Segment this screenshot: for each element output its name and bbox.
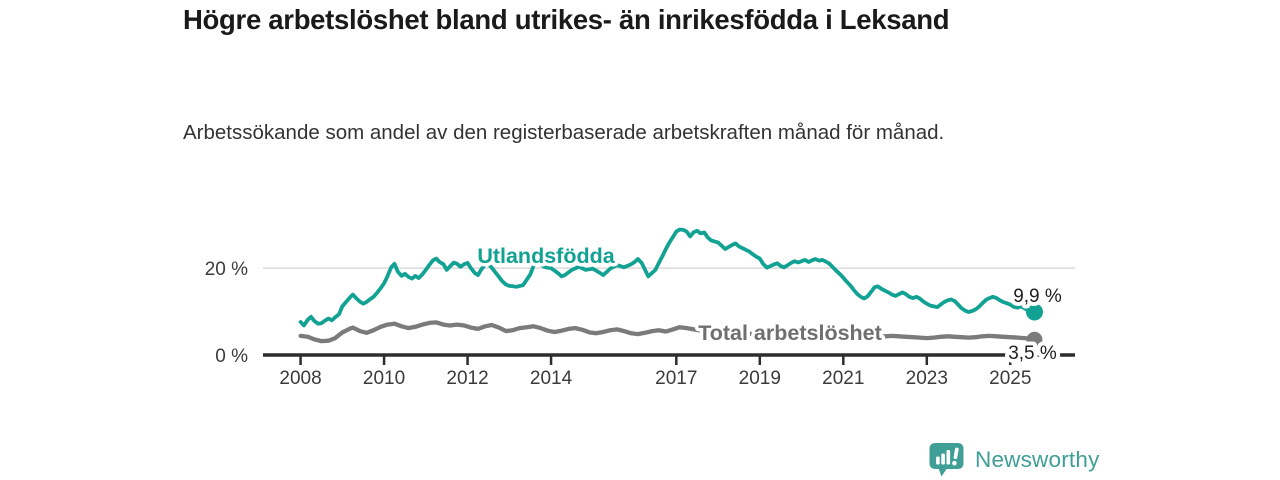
series-end-dot-total-arbetsl-shet <box>1026 331 1043 348</box>
x-tick-label-2023: 2023 <box>906 368 948 389</box>
series-line-utlandsf-dda <box>298 227 1037 328</box>
chart-x-axis: 0 % 20 % 2008 2010 2012 2014 2017 2019 2021 2023 2… <box>205 259 1075 389</box>
x-tick-label-2012: 2012 <box>446 368 488 389</box>
brand-footer: Newsworthy <box>928 442 1100 478</box>
x-tick-label-2025: 2025 <box>989 368 1031 389</box>
series-name-label-total-arbetsl-shet: Total arbetslöshet <box>698 321 882 345</box>
page-title: Högre arbetslöshet bland utrikes- än inr… <box>183 4 950 35</box>
series-name-label-utlandsf-dda: Utlandsfödda <box>477 244 615 268</box>
newsworthy-logo-icon <box>929 443 964 477</box>
series-line-total-arbetsl-shet <box>298 320 1037 344</box>
x-tick-label-2017: 2017 <box>655 368 697 389</box>
series-end-dot-utlandsf-dda <box>1026 303 1044 321</box>
x-tick-label-2010: 2010 <box>363 368 405 389</box>
x-tick-label-2008: 2008 <box>279 368 321 389</box>
y-tick-label-0: 0 % <box>215 346 248 367</box>
x-tick-label-2019: 2019 <box>739 368 781 389</box>
y-tick-label-20: 20 % <box>205 259 248 280</box>
series-end-value-total-arbetsl-shet: 3,5 % <box>1008 343 1057 364</box>
newsworthy-brand-name: Newsworthy <box>975 447 1100 472</box>
logo-exclamation-mark <box>952 447 959 466</box>
chart-series-lines <box>298 227 1037 344</box>
series-end-value-utlandsf-dda: 9,9 % <box>1013 286 1062 307</box>
x-tick-label-2021: 2021 <box>822 368 864 389</box>
logo-bar-1 <box>936 456 940 465</box>
chart-annotations: 9,9 % Utlandsfödda 3,5 % Total arbetslöshet <box>474 241 1066 368</box>
logo-bar-3 <box>946 450 951 465</box>
page-subtitle: Arbetssökande som andel av den registerb… <box>183 121 945 144</box>
newsworthy-brand-link[interactable]: Newsworthy <box>928 442 1100 478</box>
logo-bar-2 <box>941 453 945 465</box>
x-tick-label-2014: 2014 <box>530 368 573 389</box>
